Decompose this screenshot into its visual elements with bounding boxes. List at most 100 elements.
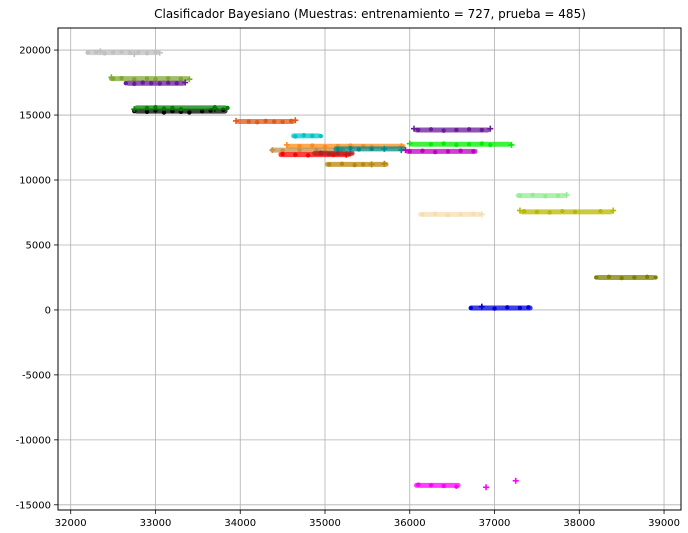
train-point [157, 81, 162, 86]
train-point [479, 127, 485, 133]
train-point [521, 208, 527, 214]
train-point [212, 105, 218, 110]
train-point [492, 306, 497, 311]
train-point [280, 148, 285, 153]
train-point [132, 81, 137, 87]
train-point [297, 147, 302, 153]
train-point [301, 132, 307, 138]
cluster-band [409, 141, 512, 147]
train-point [178, 76, 184, 81]
train-point [428, 127, 434, 132]
train-point [369, 146, 374, 152]
test-point [508, 141, 515, 148]
test-point [381, 145, 388, 152]
train-point [335, 146, 340, 152]
test-point [610, 207, 617, 214]
train-point [144, 51, 150, 56]
cluster-19 [594, 274, 658, 281]
train-point [619, 275, 624, 281]
train-point [93, 49, 99, 55]
x-tick-label: 34000 [224, 518, 256, 529]
train-point [432, 211, 438, 216]
train-point [416, 127, 421, 133]
axis-ticks: 32000 33000 34000 35000 36000 37000 38000 39000… [16, 46, 680, 529]
train-point [144, 105, 150, 111]
train-point [454, 127, 459, 133]
train-point [254, 119, 260, 125]
train-point [102, 51, 107, 56]
train-point [161, 110, 167, 115]
train-point [454, 142, 459, 148]
test-point [406, 140, 413, 147]
train-point [144, 76, 150, 81]
train-point [310, 143, 315, 148]
train-point [632, 275, 637, 280]
train-point [598, 208, 603, 214]
train-point [305, 153, 311, 158]
x-tick-label: 33000 [140, 518, 172, 529]
cluster-15 [402, 147, 478, 155]
y-tick-label: 5000 [26, 240, 51, 251]
train-point [606, 274, 612, 279]
test-point [381, 160, 388, 167]
train-point [140, 80, 145, 85]
train-point [352, 162, 357, 168]
train-point [85, 50, 90, 55]
test-point [478, 303, 485, 310]
data-points [85, 48, 658, 491]
train-point [555, 193, 561, 198]
train-point [543, 194, 548, 199]
cluster-band [519, 209, 614, 215]
train-point [407, 149, 412, 154]
train-point [132, 77, 137, 82]
train-point [445, 149, 451, 154]
train-point [454, 484, 459, 489]
test-point [131, 50, 138, 57]
train-point [318, 150, 323, 155]
grid-lines [58, 28, 681, 510]
train-point [479, 141, 485, 146]
cluster-5 [233, 117, 299, 125]
cluster-0 [85, 48, 163, 57]
test-point [483, 484, 490, 491]
train-point [356, 147, 362, 152]
train-point [297, 144, 302, 149]
train-point [153, 76, 158, 82]
train-point [246, 119, 251, 124]
test-point [563, 191, 570, 198]
cluster-6 [291, 132, 323, 139]
x-tick-label: 38000 [563, 518, 595, 529]
test-point [108, 74, 115, 81]
train-point [594, 275, 599, 280]
train-point [526, 305, 531, 310]
train-point [127, 50, 133, 56]
train-point [165, 80, 171, 86]
cluster-band [312, 150, 355, 156]
train-point [471, 211, 476, 216]
train-point [505, 305, 510, 310]
train-point [165, 76, 171, 81]
test-point [97, 48, 104, 55]
train-point [517, 305, 523, 311]
train-point [458, 148, 463, 153]
cluster-12 [325, 160, 389, 168]
test-point [411, 125, 417, 132]
train-point [458, 212, 463, 217]
train-point [136, 50, 141, 55]
train-point [327, 151, 332, 157]
train-point [170, 105, 175, 111]
y-tick-label: 10000 [19, 176, 51, 187]
train-point [466, 127, 472, 132]
cluster-2 [123, 79, 189, 87]
y-tick-label: 15000 [19, 111, 51, 122]
train-point [318, 133, 323, 139]
train-point [293, 134, 298, 139]
test-point [156, 49, 163, 56]
test-point [347, 150, 354, 157]
train-point [441, 483, 446, 489]
train-point [420, 148, 425, 153]
train-point [178, 106, 184, 112]
test-point [487, 125, 494, 132]
train-point [420, 212, 425, 217]
